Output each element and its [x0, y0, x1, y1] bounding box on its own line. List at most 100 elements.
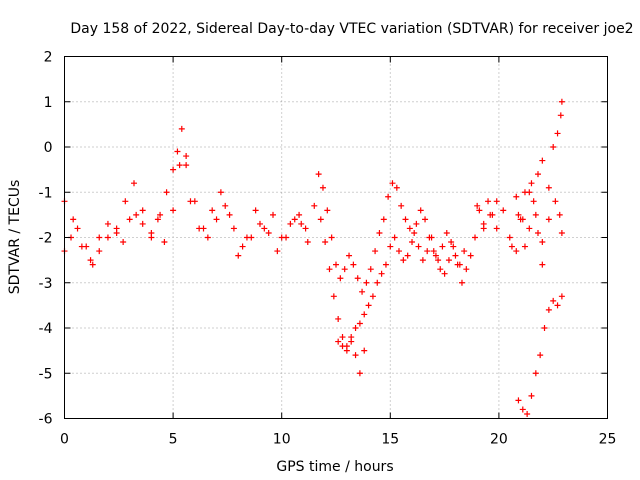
data-point: [204, 234, 211, 241]
data-point: [398, 202, 405, 209]
data-point: [430, 248, 437, 255]
data-point: [170, 166, 177, 173]
plot-frame: [64, 56, 608, 419]
data-point: [480, 225, 487, 232]
data-point: [552, 198, 559, 205]
data-point: [120, 239, 127, 246]
data-point: [74, 225, 81, 232]
data-point: [298, 220, 305, 227]
data-point: [339, 334, 346, 341]
data-point: [515, 211, 522, 218]
data-point: [330, 293, 337, 300]
data-point: [191, 198, 198, 205]
data-point: [506, 234, 513, 241]
data-point: [104, 234, 111, 241]
x-tick-label: 15: [381, 432, 399, 448]
data-point: [380, 216, 387, 223]
y-tick-label: 2: [44, 50, 53, 66]
data-point: [176, 162, 183, 169]
x-tick-label: 10: [273, 432, 291, 448]
data-point: [239, 243, 246, 250]
data-point: [200, 225, 207, 232]
y-axis-label: SDTVAR / TECUs: [7, 180, 23, 295]
data-point: [343, 347, 350, 354]
data-point: [391, 234, 398, 241]
data-point: [452, 252, 459, 259]
data-point: [319, 184, 326, 191]
data-point: [361, 347, 368, 354]
data-point: [350, 261, 357, 268]
data-point: [541, 325, 548, 331]
y-tick-label: 1: [44, 95, 53, 111]
data-point: [550, 297, 557, 304]
x-tick-label: 25: [599, 432, 617, 448]
data-point: [96, 248, 103, 255]
data-point: [296, 211, 303, 218]
data-point: [322, 239, 329, 246]
data-point: [133, 211, 140, 218]
y-tick-label: -6: [39, 412, 53, 428]
data-point: [328, 234, 335, 241]
data-point: [365, 302, 372, 309]
data-point: [304, 239, 311, 246]
data-point: [139, 207, 146, 214]
data-point: [157, 211, 164, 218]
grid-lines: [64, 56, 608, 419]
data-point: [131, 180, 138, 187]
data-point: [337, 275, 344, 282]
data-point: [265, 229, 272, 236]
axis-ticks: [64, 56, 608, 419]
data-point: [226, 211, 233, 218]
data-point: [448, 239, 455, 246]
data-point: [139, 220, 146, 227]
data-point: [426, 234, 433, 241]
data-point: [493, 225, 500, 232]
x-tick-label: 0: [60, 432, 69, 448]
data-point: [341, 266, 348, 273]
data-series: [508, 98, 565, 250]
data-point: [335, 338, 342, 345]
data-point: [148, 234, 155, 241]
data-point: [252, 207, 259, 214]
data-point: [461, 248, 468, 255]
data-point: [487, 211, 494, 218]
data-point: [213, 216, 220, 223]
data-point: [539, 261, 546, 268]
data-point: [532, 370, 539, 377]
data-point: [324, 207, 331, 214]
data-point: [376, 229, 383, 236]
data-point: [409, 239, 416, 246]
data-point: [435, 257, 442, 264]
data-point: [243, 234, 250, 241]
data-point: [534, 229, 541, 236]
data-point: [445, 257, 452, 264]
data-point: [70, 216, 77, 223]
data-point: [524, 410, 531, 417]
data-point: [230, 225, 237, 232]
data-point: [519, 406, 526, 413]
data-point: [463, 266, 470, 273]
data-point: [526, 225, 533, 232]
data-point: [456, 261, 463, 268]
data-point: [467, 252, 474, 259]
data-point: [393, 184, 400, 191]
data-point: [508, 243, 515, 250]
data-point: [500, 207, 507, 214]
x-tick-label: 5: [169, 432, 178, 448]
data-point: [317, 216, 324, 223]
data-point: [441, 270, 448, 277]
data-point: [311, 202, 318, 209]
data-point: [89, 261, 96, 268]
data-point: [395, 248, 402, 255]
data-point: [439, 243, 446, 250]
data-series: [311, 171, 500, 295]
data-point: [450, 243, 457, 250]
data-point: [556, 211, 563, 218]
data-point: [485, 198, 492, 205]
data-point: [356, 320, 363, 327]
data-point: [411, 229, 418, 236]
data-point: [372, 248, 379, 255]
y-tick-label: -1: [39, 185, 53, 201]
data-point: [545, 216, 552, 223]
